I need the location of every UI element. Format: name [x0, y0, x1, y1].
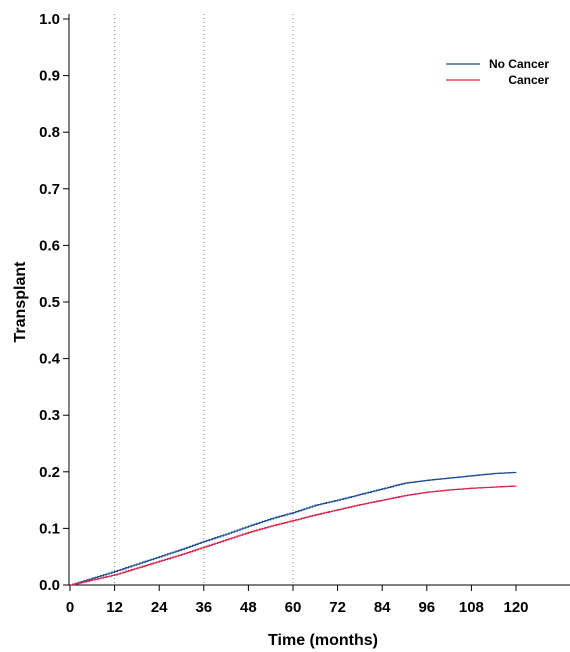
x-tick-label: 108: [459, 599, 484, 616]
x-tick-label: 84: [374, 599, 391, 616]
y-tick-label: 0.6: [39, 237, 60, 254]
x-tick-label: 0: [66, 599, 74, 616]
y-tick-label: 0.2: [39, 464, 60, 481]
legend-label: Cancer: [508, 73, 549, 87]
legend: No Cancer Cancer: [446, 57, 549, 87]
y-tick-label: 1.0: [39, 11, 60, 28]
x-tick-label: 12: [106, 599, 123, 616]
x-tick-label: 24: [151, 599, 168, 616]
x-tick-label: 120: [503, 599, 528, 616]
y-tick-label: 0.9: [39, 68, 60, 85]
y-tick-label: 0.7: [39, 181, 60, 198]
y-tick-label: 0.3: [39, 407, 60, 424]
x-tick-label: 96: [418, 599, 435, 616]
y-tick-label: 0.8: [39, 124, 60, 141]
series-group: [70, 471, 517, 586]
x-tick-label: 36: [195, 599, 212, 616]
axes: [68, 14, 570, 586]
x-tick-label: 72: [329, 599, 346, 616]
y-tick-label: 0.4: [39, 351, 61, 368]
series-line-cancer: [70, 485, 517, 586]
y-tick-label: 0.0: [39, 577, 60, 594]
ticks: 0 12 24 36 48 60 72 84 96 108 120 0.0 0.1 0.2 0.3 0.4 0.…: [39, 11, 528, 616]
reference-lines: [114, 14, 294, 585]
y-tick-label: 0.1: [39, 520, 60, 537]
y-tick-label: 0.5: [39, 294, 60, 311]
y-axis-title: Transplant: [12, 261, 29, 343]
x-axis-title: Time (months): [268, 632, 378, 649]
x-tick-label: 60: [285, 599, 302, 616]
series-line-no-cancer: [70, 471, 517, 586]
legend-label: No Cancer: [489, 57, 549, 71]
x-tick-label: 48: [240, 599, 257, 616]
